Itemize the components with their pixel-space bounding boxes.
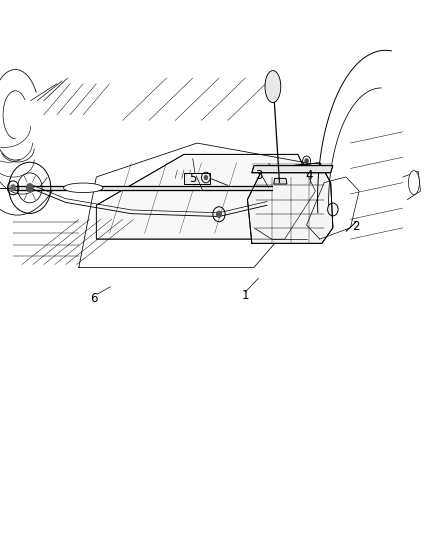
Polygon shape xyxy=(274,179,287,184)
FancyBboxPatch shape xyxy=(15,186,272,190)
Text: 2: 2 xyxy=(352,220,360,233)
Circle shape xyxy=(11,184,16,191)
Text: 3: 3 xyxy=(255,169,262,182)
Polygon shape xyxy=(265,70,281,102)
Text: 4: 4 xyxy=(305,169,313,182)
Ellipse shape xyxy=(408,171,419,195)
Circle shape xyxy=(305,159,308,163)
Circle shape xyxy=(216,211,222,217)
Polygon shape xyxy=(96,155,315,239)
Circle shape xyxy=(204,175,208,180)
Polygon shape xyxy=(247,163,333,244)
Text: 1: 1 xyxy=(241,289,249,302)
Polygon shape xyxy=(252,166,333,173)
Text: 5: 5 xyxy=(189,172,196,185)
Circle shape xyxy=(26,183,33,192)
Text: 6: 6 xyxy=(90,292,98,305)
Ellipse shape xyxy=(64,183,103,192)
Polygon shape xyxy=(184,173,210,184)
